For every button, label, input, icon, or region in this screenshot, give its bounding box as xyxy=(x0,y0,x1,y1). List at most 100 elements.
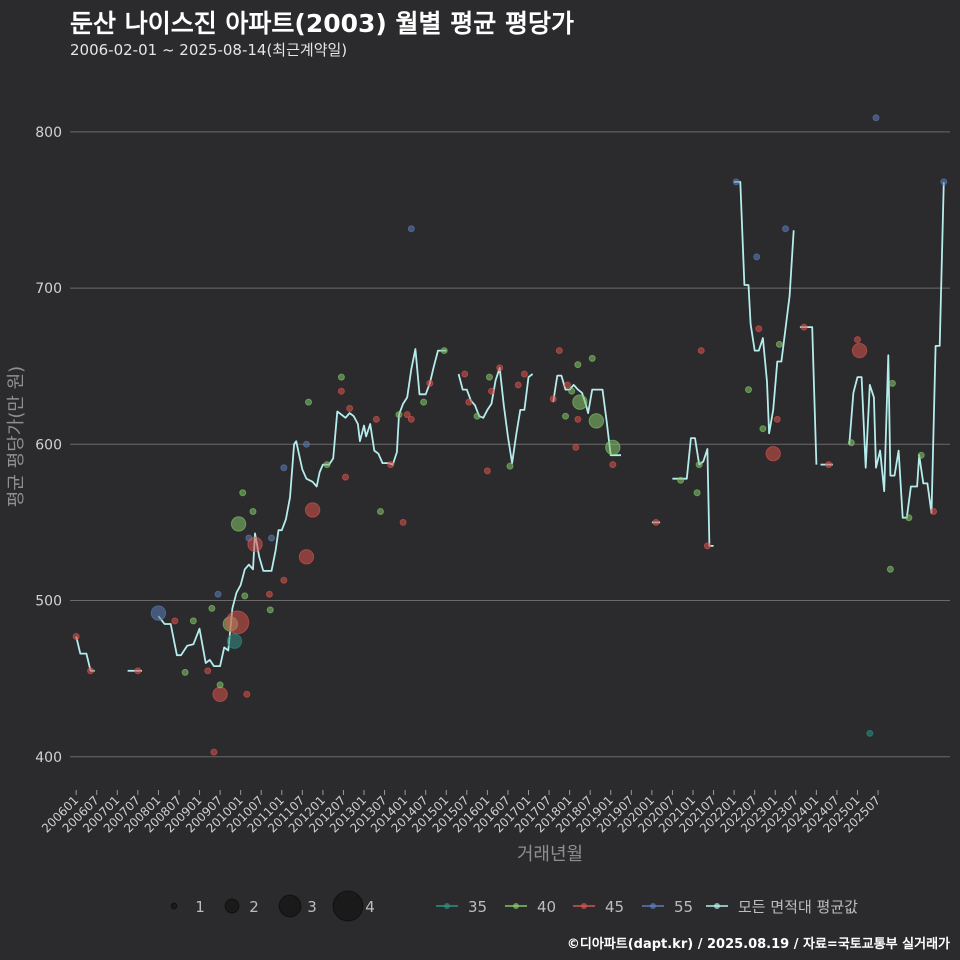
scatter-point-55-79 xyxy=(753,253,761,261)
scatter-point-45-44 xyxy=(407,415,415,423)
y-tick-600: 600 xyxy=(35,437,62,453)
size-legend-circle-4 xyxy=(332,890,364,922)
color-legend-dot-3 xyxy=(650,903,656,909)
scatter-point-40-33 xyxy=(337,373,345,381)
scatter-point-40-95 xyxy=(905,514,913,522)
scatter-point-45-2 xyxy=(134,667,142,675)
chart-subtitle: 2006-02-01 ~ 2025-08-14(최근계약일) xyxy=(70,41,348,59)
scatter-point-45-35 xyxy=(342,473,350,481)
scatter-point-40-93 xyxy=(886,565,894,573)
scatter-point-40-6 xyxy=(189,617,197,625)
scatter-point-45-4 xyxy=(171,617,179,625)
scatter-point-45-97 xyxy=(930,507,938,515)
scatter-point-45-80 xyxy=(755,325,763,333)
scatter-point-40-52 xyxy=(485,373,493,381)
scatter-point-45-24 xyxy=(265,590,273,598)
scatter-point-45-37 xyxy=(372,415,380,423)
legend: 1 2 3 4 35 40 45 55 모든 면적대 평균값 xyxy=(170,890,858,922)
scatter-point-40-94 xyxy=(888,379,896,387)
scatter-point-45-56 xyxy=(514,381,522,389)
scatter-point-40-96 xyxy=(917,451,925,459)
scatter-point-40-16 xyxy=(230,516,247,532)
scatter-point-40-78 xyxy=(745,386,753,394)
scatter-point-40-84 xyxy=(775,340,783,348)
avg-line-segment-2 xyxy=(157,348,447,667)
avg-line-series xyxy=(75,181,945,672)
scatter-point-45-34 xyxy=(337,387,345,395)
scatter-point-45-90 xyxy=(851,342,868,359)
scatter-point-45-49 xyxy=(465,398,473,406)
scatter-point-55-43 xyxy=(407,225,415,233)
scatter-point-55-29 xyxy=(302,440,310,448)
scatter-point-55-92 xyxy=(872,114,880,122)
scatter-point-45-31 xyxy=(304,502,321,518)
scatter-point-40-69 xyxy=(605,439,621,456)
avg-line-segment-6 xyxy=(672,437,714,547)
scatter-point-45-59 xyxy=(555,347,563,355)
scatter-point-40-38 xyxy=(376,507,384,515)
scatter-point-55-27 xyxy=(280,464,288,472)
scatter-point-40-8 xyxy=(208,604,216,612)
scatter-point-45-28 xyxy=(298,549,315,565)
scatter-point-45-7 xyxy=(204,667,212,675)
color-legend-label-1: 40 xyxy=(537,898,556,916)
scatter-point-40-47 xyxy=(440,347,448,355)
scatter-point-45-89 xyxy=(853,336,861,344)
scatter-point-55-77 xyxy=(732,178,740,186)
color-legend-label-4: 모든 면적대 평균값 xyxy=(738,898,858,916)
scatter-point-45-86 xyxy=(800,323,808,331)
scatter-point-45-26 xyxy=(280,576,288,584)
size-legend-label-2: 2 xyxy=(249,898,259,916)
scatter-point-40-64 xyxy=(574,361,582,369)
avg-line-segment-10 xyxy=(848,181,945,519)
size-legend-circle-3 xyxy=(278,894,302,918)
x-tick-labels: 2006012006072007012007072008012008072009… xyxy=(39,790,883,836)
scatter-point-40-5 xyxy=(181,668,189,676)
scatter-point-45-75 xyxy=(697,347,705,355)
avg-line-segment-0 xyxy=(75,636,95,672)
scatter-point-40-32 xyxy=(323,461,331,469)
scatter-point-40-74 xyxy=(695,461,703,469)
avg-line-segment-3 xyxy=(457,366,534,464)
scatter-point-55-98 xyxy=(940,178,948,186)
scatter-point-45-58 xyxy=(549,395,557,403)
color-legend-label-3: 55 xyxy=(674,898,693,916)
y-tick-400: 400 xyxy=(35,750,62,766)
scatter-point-40-73 xyxy=(693,489,701,497)
scatter-point-40-45 xyxy=(420,398,428,406)
size-legend-label-3: 3 xyxy=(307,898,317,916)
scatter-point-40-81 xyxy=(759,425,767,433)
scatter-point-40-21 xyxy=(249,507,257,515)
avg-line-segment-7 xyxy=(734,181,795,435)
scatter-point-40-55 xyxy=(506,462,514,470)
color-legend-dot-2 xyxy=(581,903,587,909)
y-tick-700: 700 xyxy=(35,281,62,297)
scatter-point-45-41 xyxy=(399,518,407,526)
scatter-point-45-42 xyxy=(403,411,411,419)
scatter-point-40-25 xyxy=(266,606,274,614)
scatter-point-40-60 xyxy=(562,412,570,420)
scatter-point-40-50 xyxy=(473,412,481,420)
scatter-point-45-46 xyxy=(426,379,434,387)
scatter-point-40-68 xyxy=(588,413,605,429)
scatter-point-45-83 xyxy=(773,415,781,423)
y-tick-labels: 400 500 600 700 800 xyxy=(35,125,62,766)
scatter-point-35-91 xyxy=(866,729,874,737)
scatter-point-40-17 xyxy=(239,489,247,497)
color-legend-dot-4 xyxy=(714,903,720,909)
chart-title: 둔산 나이스진 아파트(2003) 월별 평균 평당가 xyxy=(70,9,574,38)
color-legend-label-0: 35 xyxy=(468,898,487,916)
scatter-point-40-40 xyxy=(395,411,403,419)
scatter-point-45-70 xyxy=(609,461,617,469)
y-tick-500: 500 xyxy=(35,594,62,610)
scatter-point-55-85 xyxy=(782,225,790,233)
scatter-point-40-12 xyxy=(216,681,224,689)
scatter-point-40-30 xyxy=(305,398,313,406)
scatter-point-45-48 xyxy=(461,370,469,378)
scatter-point-45-36 xyxy=(346,404,354,412)
scatter-point-35-14 xyxy=(226,633,243,649)
size-legend-circle-1 xyxy=(170,902,178,910)
scatter-point-45-57 xyxy=(520,370,528,378)
scatter-point-45-51 xyxy=(483,467,491,475)
size-legend-circle-2 xyxy=(224,898,240,914)
